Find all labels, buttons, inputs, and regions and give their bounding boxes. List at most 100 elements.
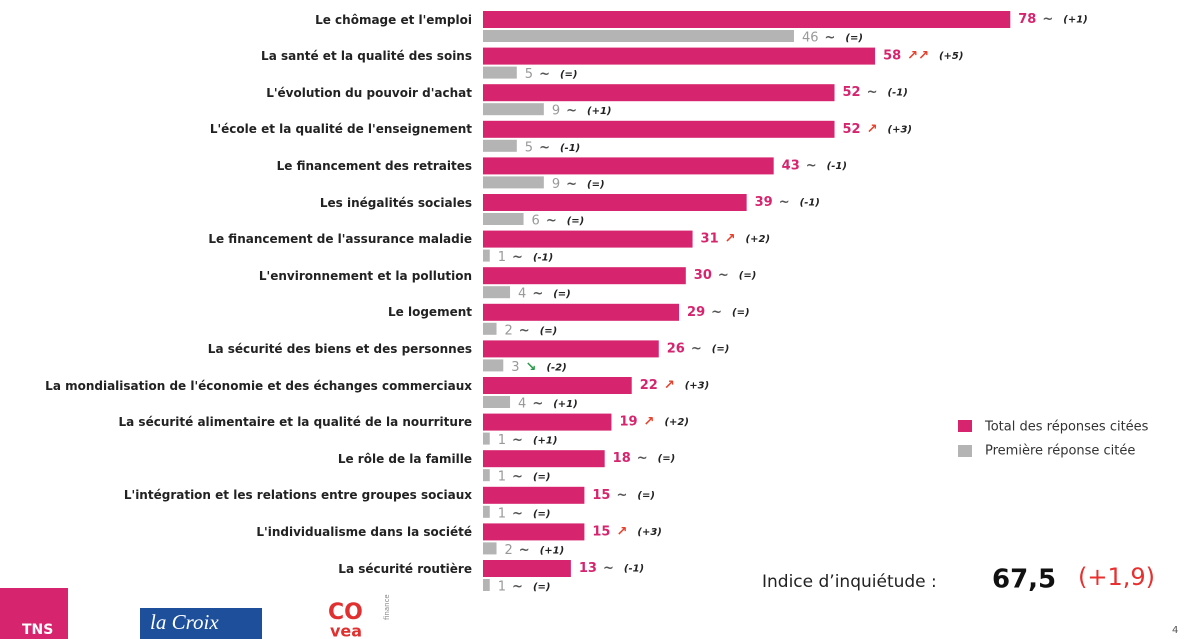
trend-symbol: ~ xyxy=(512,506,523,521)
bar xyxy=(483,413,612,431)
change-label: (=) xyxy=(533,582,551,593)
change-label: (=) xyxy=(658,454,676,465)
bar xyxy=(483,230,693,248)
change-label: (+3) xyxy=(888,124,912,135)
value-label: 3 xyxy=(511,360,519,375)
bar xyxy=(483,359,504,372)
trend-symbol: ~ xyxy=(691,341,702,356)
value-label: 58 xyxy=(883,49,901,64)
value-label: 9 xyxy=(552,104,560,119)
change-label: (=) xyxy=(587,179,605,190)
bar xyxy=(483,30,794,42)
change-label: (-1) xyxy=(800,198,820,209)
value-label: 46 xyxy=(802,31,819,46)
value-label: 9 xyxy=(552,177,560,192)
trend-symbol: ~ xyxy=(546,214,557,229)
bar xyxy=(483,139,517,152)
change-label: (-2) xyxy=(546,362,566,373)
bar xyxy=(483,450,605,468)
index-label: Indice d’inquiétude : xyxy=(762,572,937,592)
category-label: L'intégration et les relations entre gro… xyxy=(123,488,472,503)
category-label: L'évolution du pouvoir d'achat xyxy=(266,85,472,100)
change-label: (-1) xyxy=(624,564,644,575)
category-label: La mondialisation de l'économie et des é… xyxy=(45,378,472,393)
trend-symbol: ↗ xyxy=(725,232,736,247)
trend-symbol: ~ xyxy=(512,580,523,595)
trend-symbol: ~ xyxy=(532,397,543,412)
category-label: L'environnement et la pollution xyxy=(258,268,472,283)
value-label: 52 xyxy=(843,122,861,137)
change-label: (=) xyxy=(732,307,750,318)
change-label: (=) xyxy=(540,326,558,337)
bar xyxy=(483,249,490,262)
logo-tns xyxy=(0,588,68,639)
bar xyxy=(483,286,511,299)
change-label: (-1) xyxy=(560,143,580,154)
legend-label: Première réponse citée xyxy=(985,444,1135,459)
category-label: L'individualisme dans la société xyxy=(256,524,472,539)
bar xyxy=(483,542,497,555)
change-label: (=) xyxy=(845,33,863,44)
category-label: Les inégalités sociales xyxy=(319,195,472,210)
category-label: Le financement des retraites xyxy=(276,158,472,173)
bar xyxy=(483,267,686,285)
change-label: (+2) xyxy=(664,417,688,428)
trend-symbol: ~ xyxy=(603,561,614,576)
trend-symbol: ↗ xyxy=(644,415,655,430)
value-label: 30 xyxy=(694,268,712,283)
bar xyxy=(483,377,632,394)
change-label: (=) xyxy=(553,289,571,300)
index-change: (+1,9) xyxy=(1078,563,1155,591)
change-label: (=) xyxy=(533,472,551,483)
page-number: 4 xyxy=(1172,625,1178,636)
trend-symbol: ~ xyxy=(825,31,836,46)
trend-symbol: ↘ xyxy=(526,360,537,375)
change-label: (=) xyxy=(533,509,551,520)
value-label: 15 xyxy=(592,524,610,539)
change-label: (+1) xyxy=(587,106,611,117)
value-label: 4 xyxy=(518,397,526,412)
change-label: (+1) xyxy=(533,436,557,447)
category-label: La sécurité routière xyxy=(338,561,472,576)
value-label: 1 xyxy=(498,580,506,595)
bar xyxy=(483,11,1011,28)
bar xyxy=(483,103,544,116)
value-label: 39 xyxy=(755,195,773,210)
change-label: (+5) xyxy=(939,51,963,62)
value-label: 26 xyxy=(667,341,685,356)
value-label: 52 xyxy=(843,85,861,100)
bar xyxy=(483,303,680,321)
value-label: 5 xyxy=(525,67,533,82)
change-label: (=) xyxy=(637,490,655,501)
value-label: 31 xyxy=(701,232,719,247)
bar xyxy=(483,505,490,518)
change-label: (-1) xyxy=(533,253,553,264)
trend-symbol: ~ xyxy=(539,140,550,155)
trend-symbol: ~ xyxy=(718,268,729,283)
bar xyxy=(483,66,517,79)
category-label: La santé et la qualité des soins xyxy=(261,49,472,64)
trend-symbol: ↗ xyxy=(616,524,627,539)
category-label: Le rôle de la famille xyxy=(337,451,472,466)
category-label: Le chômage et l'emploi xyxy=(315,12,472,27)
trend-symbol: ~ xyxy=(616,488,627,503)
trend-symbol: ↗↗ xyxy=(907,49,929,64)
bar xyxy=(483,340,659,358)
logo-text: TNS xyxy=(22,622,53,638)
value-label: 43 xyxy=(782,158,800,173)
change-label: (+3) xyxy=(685,381,709,392)
value-label: 1 xyxy=(498,433,506,448)
value-label: 19 xyxy=(619,415,637,430)
trend-symbol: ~ xyxy=(512,250,523,265)
bar xyxy=(483,47,876,65)
logo-text: CO xyxy=(328,600,363,625)
bar xyxy=(483,322,497,335)
value-label: 2 xyxy=(505,323,513,338)
category-label: Le financement de l'assurance maladie xyxy=(208,232,472,247)
value-label: 18 xyxy=(613,451,631,466)
logo-lacroix xyxy=(140,608,262,639)
bar xyxy=(483,396,511,408)
bar xyxy=(483,176,544,189)
